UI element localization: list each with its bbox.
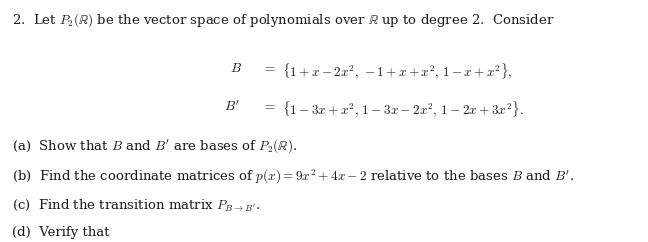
Text: $=$: $=$ bbox=[262, 62, 276, 75]
Text: $B$: $B$ bbox=[230, 62, 242, 75]
Text: $\{1+x-2x^2,\,-1+x+x^2,\,1-x+x^2\},$: $\{1+x-2x^2,\,-1+x+x^2,\,1-x+x^2\},$ bbox=[282, 62, 513, 81]
Text: $B'$: $B'$ bbox=[224, 99, 240, 114]
Text: (c)  Find the transition matrix $P_{B\to B'}$.: (c) Find the transition matrix $P_{B\to … bbox=[12, 197, 260, 213]
Text: $\{1-3x+x^2,\,1-3x-2x^2,\,1-2x+3x^2\}.$: $\{1-3x+x^2,\,1-3x-2x^2,\,1-2x+3x^2\}.$ bbox=[282, 99, 524, 119]
Text: (d)  Verify that: (d) Verify that bbox=[12, 226, 109, 239]
Text: (a)  Show that $B$ and $B'$ are bases of $P_2(\mathbb{R})$.: (a) Show that $B$ and $B'$ are bases of … bbox=[12, 137, 297, 154]
Text: 2.  Let $P_2(\mathbb{R})$ be the vector space of polynomials over $\mathbb{R}$ u: 2. Let $P_2(\mathbb{R})$ be the vector s… bbox=[12, 11, 554, 29]
Text: (b)  Find the coordinate matrices of $p(x) = 9x^2 + 4x - 2$ relative to the base: (b) Find the coordinate matrices of $p(x… bbox=[12, 168, 574, 186]
Text: $=$: $=$ bbox=[262, 99, 276, 112]
